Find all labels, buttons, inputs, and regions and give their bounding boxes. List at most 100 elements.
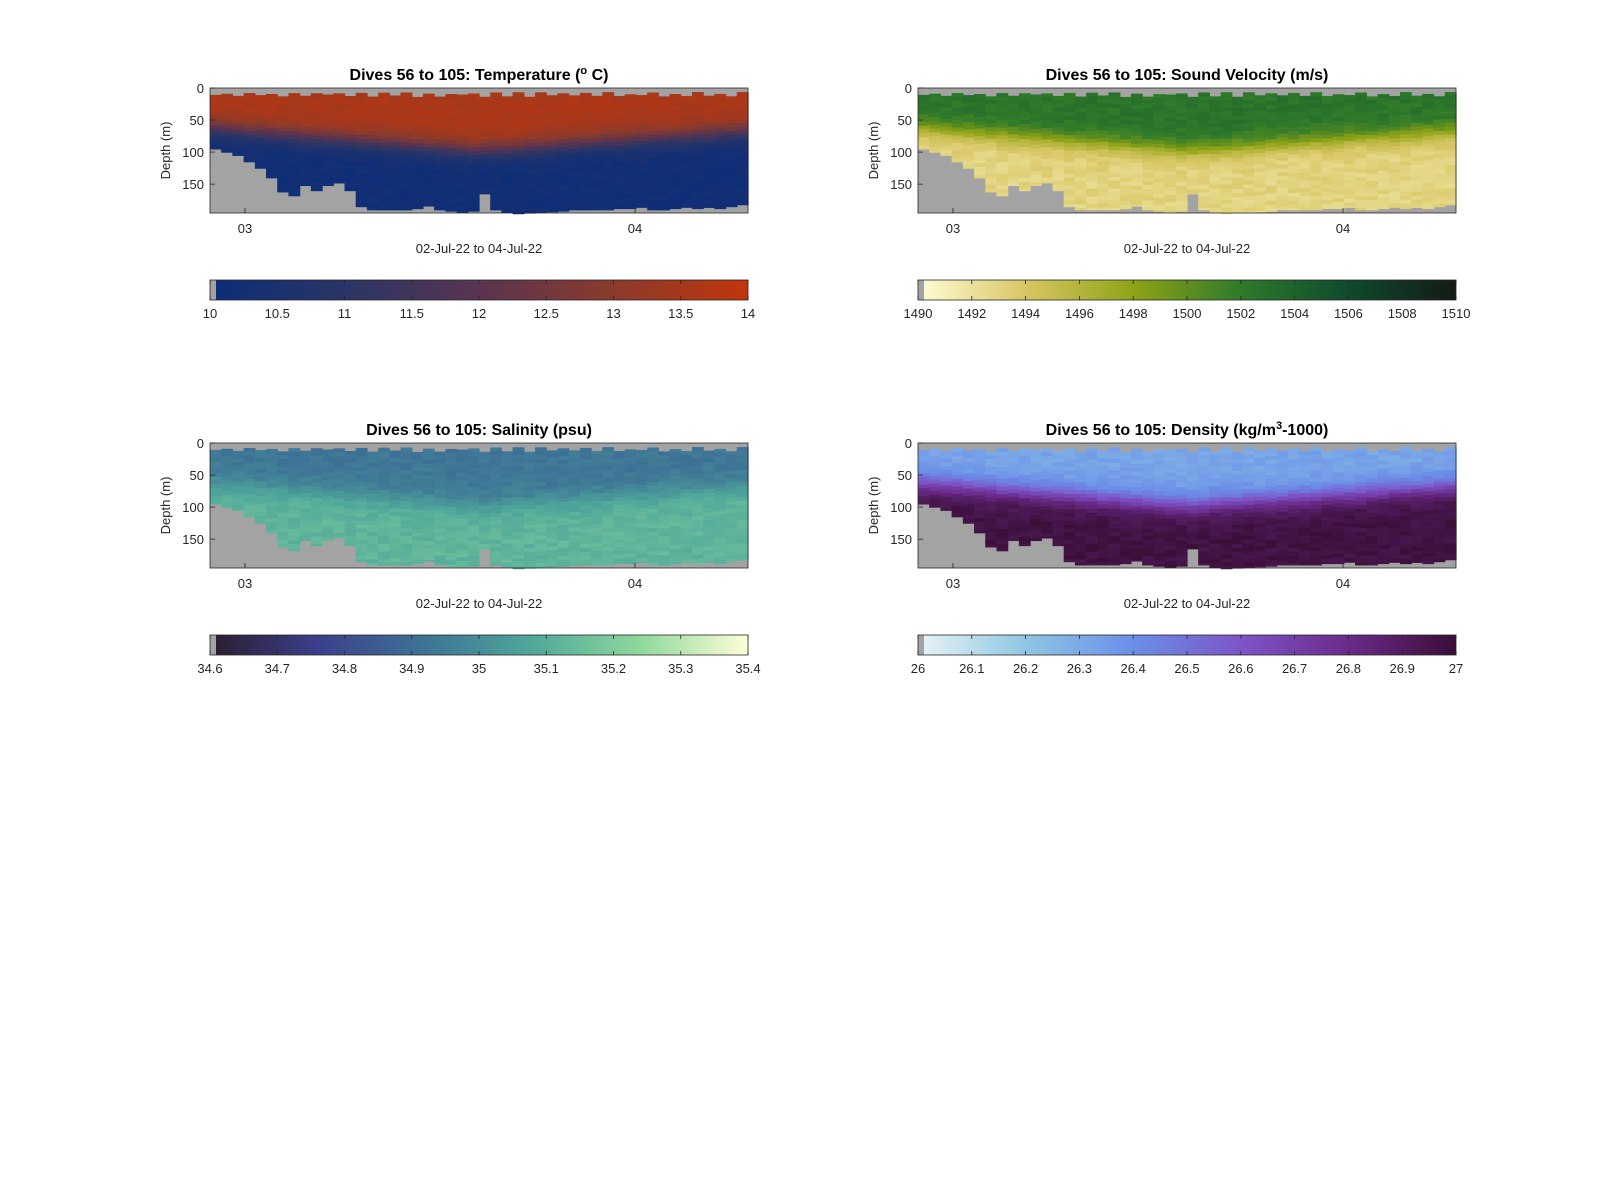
heatmap-cell xyxy=(1130,448,1143,454)
heatmap-cell xyxy=(299,176,312,181)
heatmap-cell xyxy=(680,451,693,456)
heatmap-cell xyxy=(691,195,704,201)
heatmap-cell xyxy=(490,543,503,549)
heatmap-cell xyxy=(1052,153,1065,159)
heatmap-cell xyxy=(400,455,413,460)
heatmap-cell xyxy=(1422,120,1435,126)
heatmap-cell xyxy=(490,539,503,545)
heatmap-cell xyxy=(1130,139,1143,145)
heatmap-cell xyxy=(680,126,693,132)
heatmap-cell xyxy=(680,196,693,201)
heatmap-cell xyxy=(1119,513,1132,518)
heatmap-cell xyxy=(456,198,469,203)
heatmap-cell xyxy=(624,553,637,558)
heatmap-cell xyxy=(1097,558,1110,563)
heatmap-cell xyxy=(1018,528,1031,534)
heatmap-cell xyxy=(1433,177,1446,182)
heatmap-cell xyxy=(635,198,648,204)
heatmap-cell xyxy=(714,197,727,203)
heatmap-cell xyxy=(1355,111,1367,117)
heatmap-cell xyxy=(635,526,648,532)
heatmap-cell xyxy=(1153,518,1166,523)
heatmap-cell xyxy=(512,111,525,116)
heatmap-cell xyxy=(378,463,390,468)
heatmap-cell xyxy=(974,487,986,492)
heatmap-cell xyxy=(1299,176,1311,182)
heatmap-cell xyxy=(1086,158,1098,163)
heatmap-cell xyxy=(1119,478,1132,484)
heatmap-cell xyxy=(288,490,301,495)
heatmap-cell xyxy=(1198,207,1211,211)
heatmap-cell xyxy=(523,131,536,136)
heatmap-cell xyxy=(1355,119,1367,124)
heatmap-cell xyxy=(557,154,570,160)
heatmap-cell xyxy=(322,464,334,470)
heatmap-cell xyxy=(1444,195,1457,201)
heatmap-cell xyxy=(1198,196,1211,201)
heatmap-cell xyxy=(591,161,603,166)
heatmap-cell xyxy=(1433,100,1446,105)
heatmap-cell xyxy=(1007,450,1020,456)
heatmap-cell xyxy=(546,527,559,532)
heatmap-cell xyxy=(1086,524,1098,530)
heatmap-cell xyxy=(378,135,390,140)
heatmap-cell xyxy=(591,180,603,185)
heatmap-cell xyxy=(703,481,715,486)
heatmap-cell xyxy=(344,516,357,521)
heatmap-cell xyxy=(490,520,503,525)
heatmap-cell xyxy=(479,150,491,156)
heatmap-cell xyxy=(1377,186,1390,191)
heatmap-cell xyxy=(613,520,626,525)
heatmap-cell xyxy=(568,511,581,517)
heatmap-cell xyxy=(1119,471,1132,476)
heatmap-cell xyxy=(1130,182,1143,187)
heatmap-cell xyxy=(1332,117,1345,122)
heatmap-cell xyxy=(411,505,424,511)
heatmap-cell xyxy=(647,555,659,560)
heatmap-cell xyxy=(1063,177,1076,182)
heatmap-cell xyxy=(579,92,592,98)
heatmap-cell xyxy=(1287,169,1300,175)
heatmap-cell xyxy=(389,454,402,459)
heatmap-cell xyxy=(411,528,424,534)
heatmap-cell xyxy=(736,535,749,540)
heatmap-cell xyxy=(929,456,942,461)
heatmap-cell xyxy=(1209,100,1222,105)
heatmap-cell xyxy=(1220,458,1233,464)
heatmap-cell xyxy=(736,462,749,467)
heatmap-cell xyxy=(434,455,446,460)
heatmap-cell xyxy=(1209,107,1222,113)
heatmap-cell xyxy=(355,165,368,171)
heatmap-cell xyxy=(523,162,536,167)
heatmap-cell xyxy=(389,469,402,475)
heatmap-cell xyxy=(1243,504,1255,510)
heatmap-cell xyxy=(389,130,402,135)
heatmap-cell xyxy=(535,470,547,475)
heatmap-cell xyxy=(996,482,1009,488)
heatmap-cell xyxy=(1153,132,1166,137)
heatmap-cell xyxy=(355,536,368,541)
heatmap-cell xyxy=(1086,208,1098,211)
heatmap-cell xyxy=(1254,149,1267,154)
heatmap-cell xyxy=(366,490,379,495)
heatmap-cell xyxy=(703,454,715,459)
heatmap-cell xyxy=(266,113,278,118)
chart-title: Dives 56 to 105: Salinity (psu) xyxy=(366,422,592,439)
heatmap-cell xyxy=(535,481,547,487)
heatmap-cell xyxy=(299,481,312,486)
heatmap-cell xyxy=(1086,119,1098,125)
heatmap-cell xyxy=(389,542,402,548)
heatmap-cell xyxy=(985,157,998,163)
heatmap-cell xyxy=(299,99,312,105)
heatmap-cell xyxy=(1198,96,1211,101)
heatmap-cell xyxy=(299,500,312,506)
colorbar-tick-label: 1508 xyxy=(1388,306,1417,321)
heatmap-cell xyxy=(310,478,323,484)
heatmap-cell xyxy=(411,544,424,549)
heatmap-cell xyxy=(647,447,659,452)
heatmap-cell xyxy=(535,211,547,213)
heatmap-cell xyxy=(714,468,727,473)
heatmap-cell xyxy=(691,103,704,109)
heatmap-cell xyxy=(1142,540,1154,545)
heatmap-cell xyxy=(400,497,413,502)
